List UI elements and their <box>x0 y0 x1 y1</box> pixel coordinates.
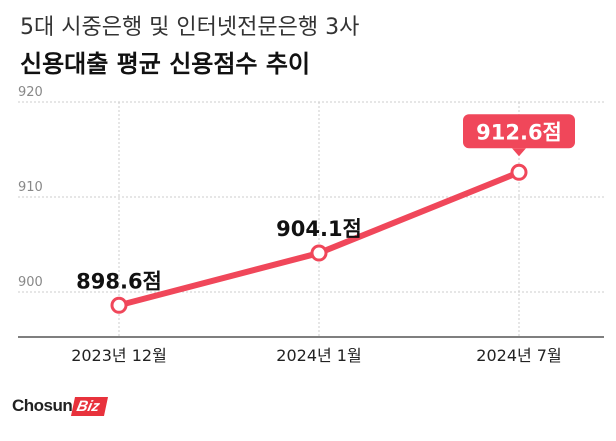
chart-subtitle: 5대 시중은행 및 인터넷전문은행 3사 <box>20 15 359 40</box>
brand-logo: Chosun Biz <box>12 396 108 416</box>
data-point <box>510 163 528 181</box>
y-tick-label: 920 <box>18 85 43 100</box>
y-tick-label: 900 <box>18 275 43 290</box>
x-tick-label: 2024년 1월 <box>276 346 361 365</box>
data-label: 912.6점 <box>476 120 562 144</box>
brand-logo-part1: Chosun <box>12 396 73 415</box>
data-point <box>110 296 128 314</box>
label-layer: 2023년 12월 2024년 1월 2024년 7월 898.6점 904.1점 912… <box>71 114 575 365</box>
series-layer <box>110 163 528 314</box>
data-label-callout-pointer <box>512 148 526 157</box>
brand-logo-part2: Biz <box>71 396 108 416</box>
data-point <box>310 244 328 262</box>
x-tick-label: 2024년 7월 <box>476 346 561 365</box>
x-tick-label: 2023년 12월 <box>71 346 167 365</box>
chart-title: 신용대출 평균 신용점수 추이 <box>20 50 310 78</box>
data-label: 904.1점 <box>276 217 362 241</box>
data-label-callout <box>463 114 575 149</box>
grid-layer: 900 910 920 <box>18 85 604 338</box>
data-label: 898.6점 <box>76 269 162 293</box>
y-tick-label: 910 <box>18 180 43 195</box>
